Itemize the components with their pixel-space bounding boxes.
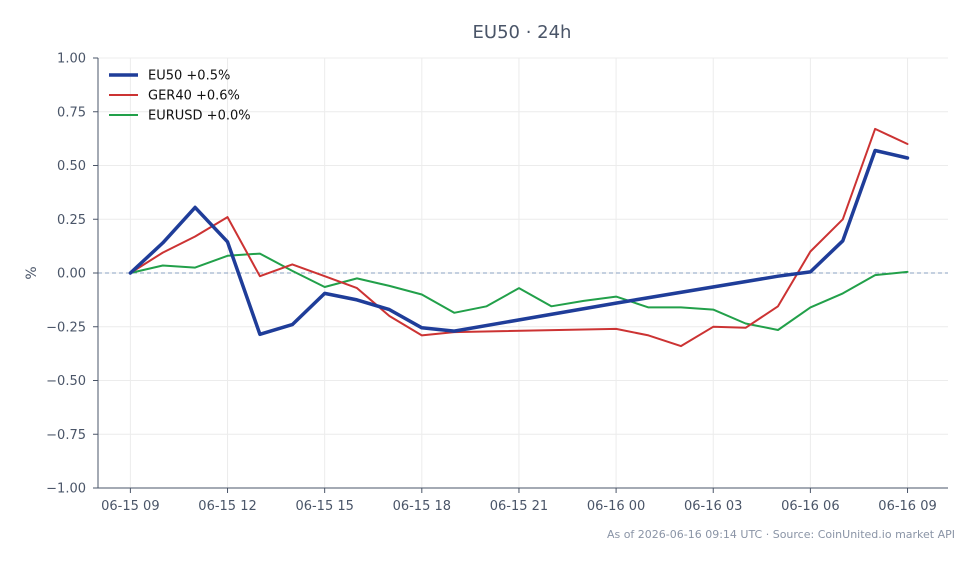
y-tick-label: −0.75 <box>46 428 86 443</box>
legend: EU50 +0.5% GER40 +0.6% EURUSD +0.0% <box>109 69 251 124</box>
x-tick-label: 06-15 18 <box>393 499 451 514</box>
y-tick-label: −1.00 <box>46 482 86 497</box>
legend-entry: EURUSD +0.0% <box>148 109 251 124</box>
y-tick-label: 0.75 <box>57 105 86 120</box>
x-tick-label: 06-16 00 <box>587 499 645 514</box>
x-tick-label: 06-15 15 <box>295 499 353 514</box>
x-tick-label: 06-15 12 <box>198 499 256 514</box>
y-axis-ticks: −1.00 −0.75 −0.50 −0.25 0.00 0.25 0.50 0.75 1.00 <box>46 52 98 497</box>
y-tick-label: −0.25 <box>46 320 86 335</box>
footer-source: As of 2026-06-16 09:14 UTC · Source: Coi… <box>607 528 955 541</box>
x-tick-label: 06-16 09 <box>878 499 936 514</box>
legend-entry: GER40 +0.6% <box>148 89 240 104</box>
series-line-eurusd <box>129 252 909 331</box>
y-tick-label: 0.25 <box>57 213 86 228</box>
legend-entry: EU50 +0.5% <box>148 69 230 84</box>
y-axis-label: % <box>24 266 40 279</box>
y-tick-label: 0.00 <box>57 267 86 282</box>
y-tick-label: −0.50 <box>46 374 86 389</box>
chart-title: EU50 · 24h <box>473 22 572 43</box>
x-tick-label: 06-15 09 <box>101 499 159 514</box>
x-tick-label: 06-16 03 <box>684 499 742 514</box>
series-line-eu50 <box>128 148 910 337</box>
series-group <box>128 127 910 348</box>
y-tick-label: 0.50 <box>57 159 86 174</box>
x-axis-ticks: 06-15 09 06-15 12 06-15 15 06-15 18 06-15 21… <box>101 488 937 514</box>
x-tick-label: 06-15 21 <box>490 499 548 514</box>
x-tick-label: 06-16 06 <box>781 499 839 514</box>
y-tick-label: 1.00 <box>57 52 86 67</box>
